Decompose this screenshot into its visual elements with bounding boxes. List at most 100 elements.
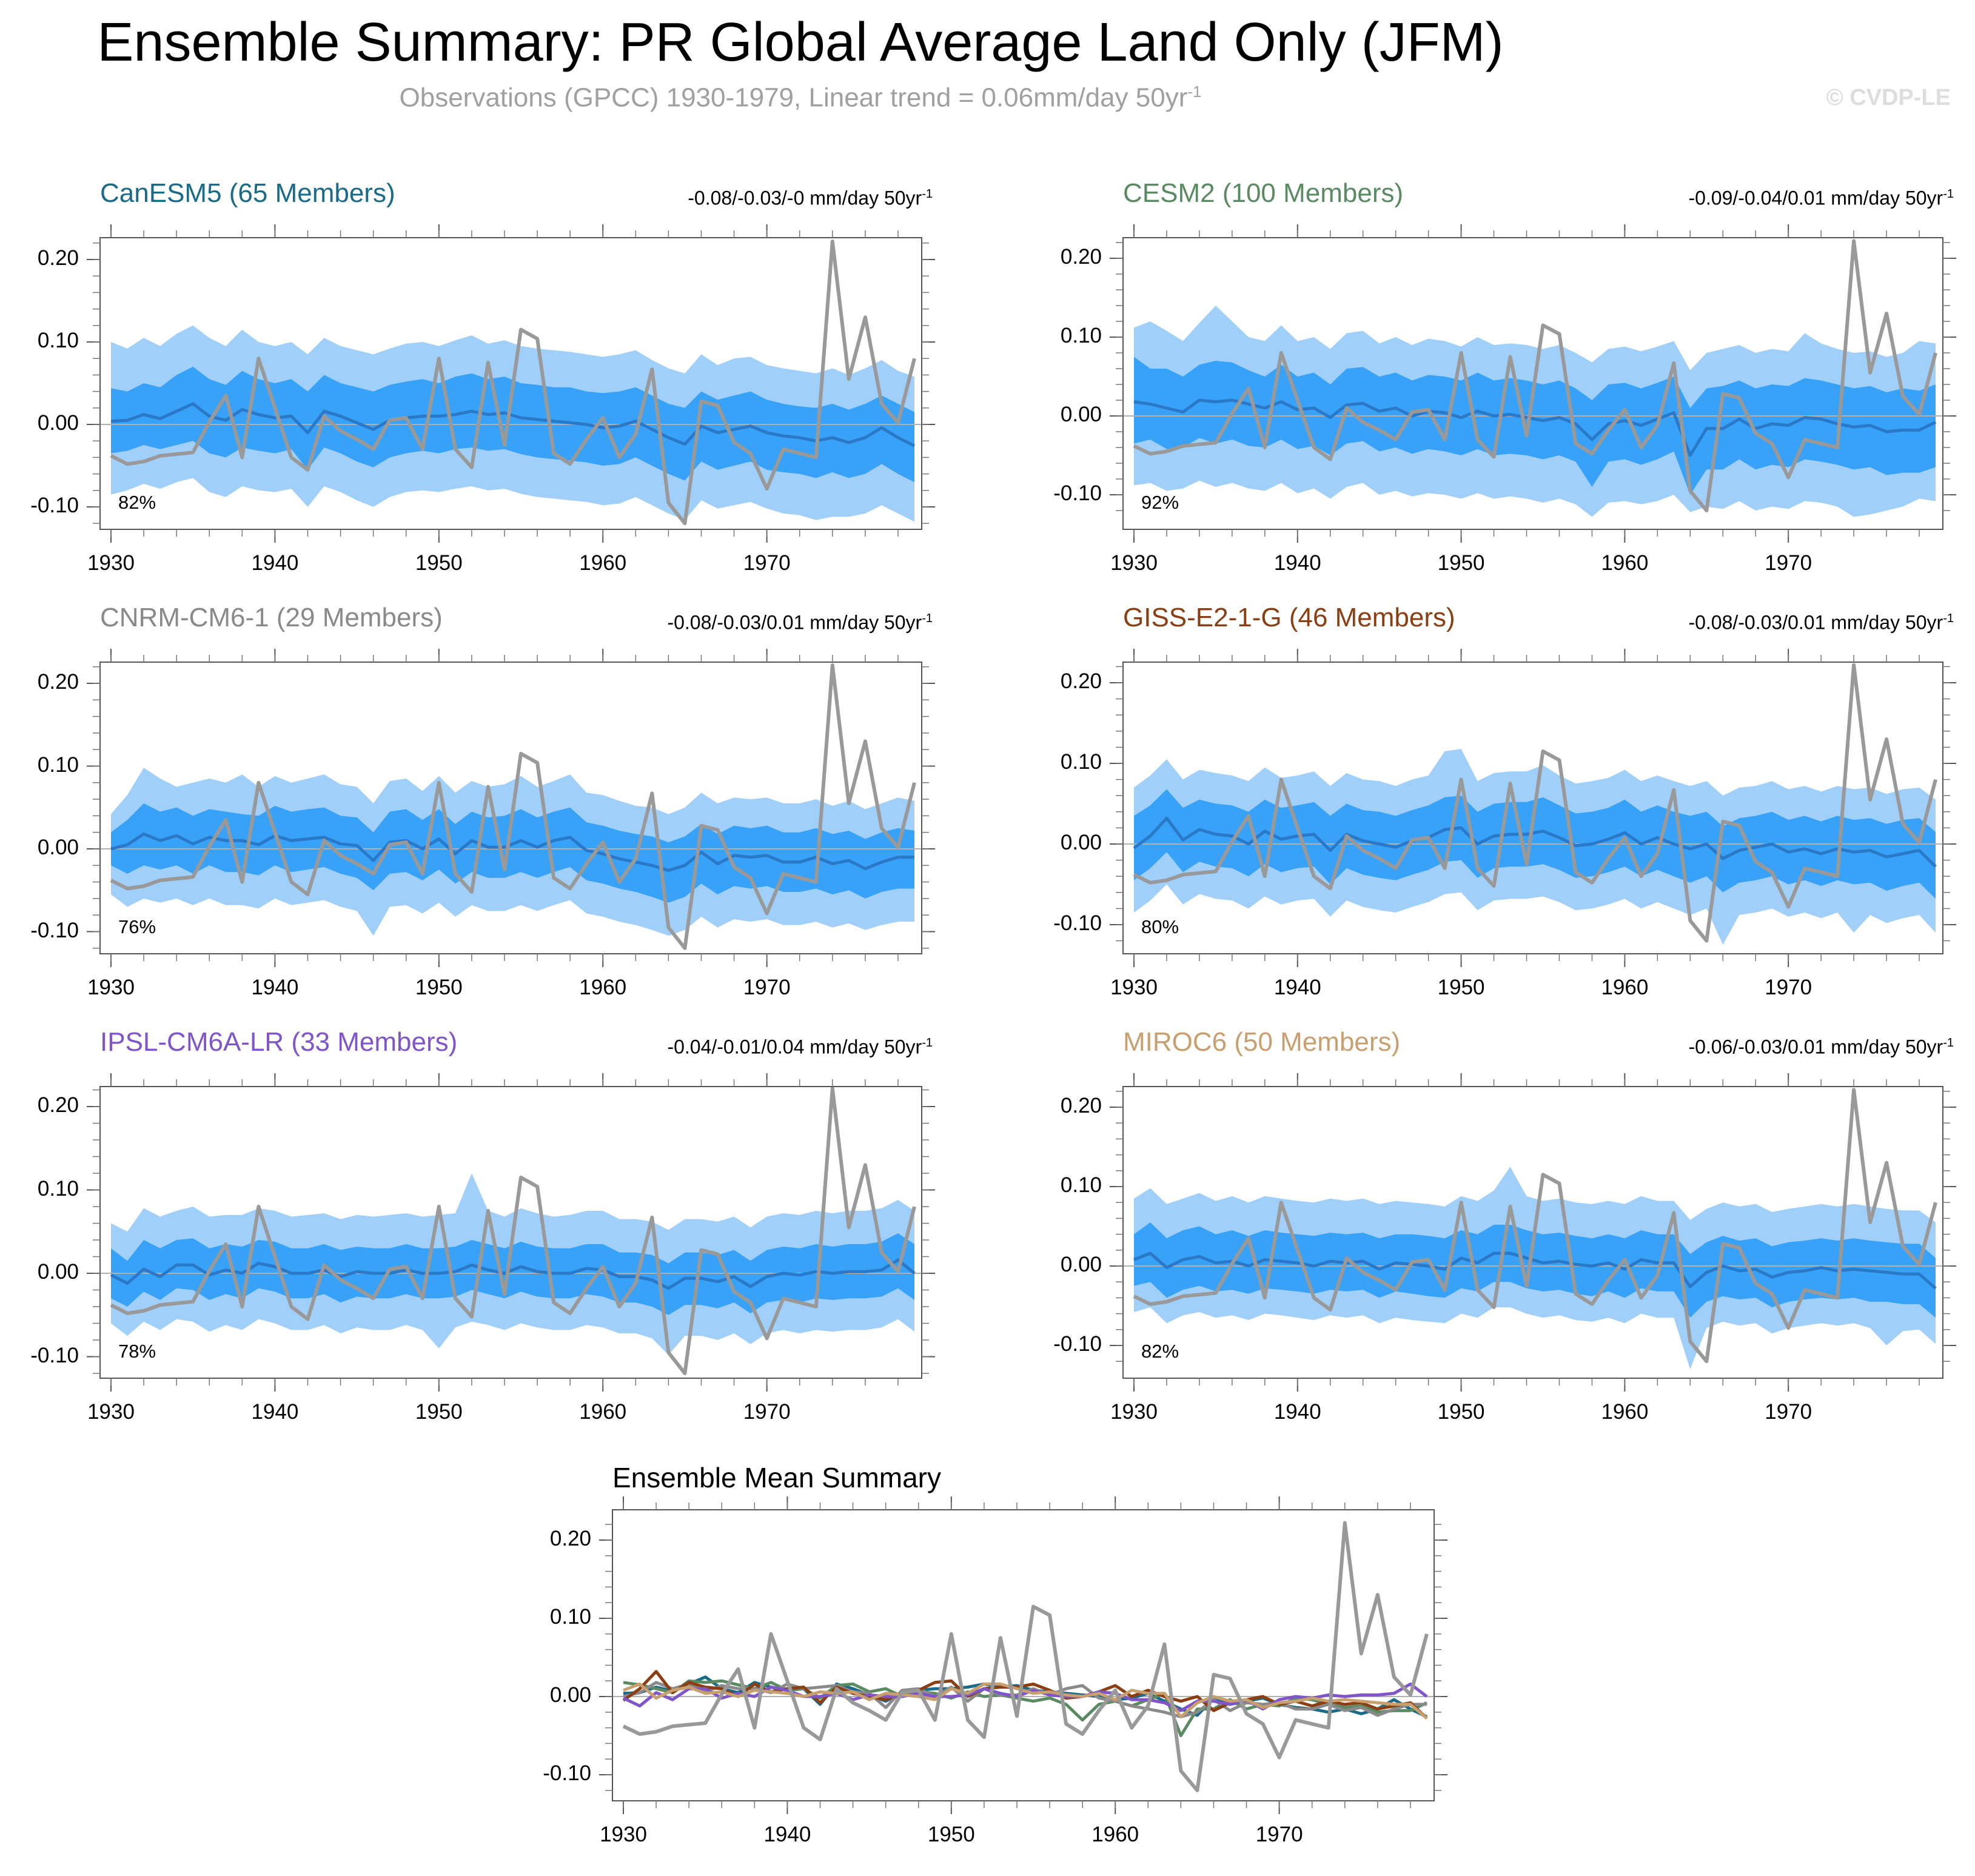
xtick-label: 1970 [743,976,791,999]
observations-line [110,240,916,526]
xtick-label: 1960 [1601,1400,1649,1424]
ytick-label: 0.10 [1060,324,1102,347]
xtick-label: 1970 [743,551,791,575]
ytick-label: 0.00 [1060,1253,1102,1276]
xtick-label: 1940 [1273,551,1321,575]
trend-range-superscript: -1 [1943,612,1954,625]
ytick-label: -0.10 [30,494,79,517]
trend-range-superscript: -1 [1943,1036,1954,1050]
percent-label: 92% [1141,492,1179,513]
ytick-label: -0.10 [543,1761,591,1785]
xtick-label: 1960 [579,1400,627,1424]
mean-series-6 [623,1682,1428,1720]
ytick-label: 0.20 [1060,245,1102,269]
ytick-label: 0.00 [1060,831,1102,854]
observations-line [622,1521,1429,1792]
mean-summary-title: Ensemble Mean Summary [612,1462,941,1493]
ytick-label: 0.10 [37,329,79,352]
observations-line [1133,1088,1937,1364]
inner-spread-band [111,803,914,903]
panel-4 [1110,649,1956,967]
ytick-label: 0.20 [1060,1094,1102,1117]
xtick-label: 1950 [415,551,463,575]
xtick-label: 1940 [1273,1400,1321,1424]
percent-label: 82% [118,492,156,513]
xtick-label: 1930 [600,1823,647,1846]
ytick-label: -0.10 [30,1343,79,1367]
panel-title: GISS-E2-1-G (46 Members) [1123,603,1455,632]
xtick-label: 1970 [743,1400,791,1424]
xtick-label: 1950 [415,1400,463,1424]
page-subtitle: Observations (GPCC) 1930-1979, Linear tr… [0,82,1601,113]
xtick-label: 1960 [1601,551,1649,575]
ytick-label: -0.10 [1053,911,1102,935]
xtick-label: 1930 [1110,1400,1158,1424]
trend-range-text: -0.09/-0.04/0.01 mm/day 50yr [1688,187,1943,209]
panel-7 [599,1496,1447,1814]
subtitle-text: Observations (GPCC) 1930-1979, Linear tr… [399,82,1188,113]
xtick-label: 1960 [1091,1823,1139,1846]
ytick-label: -0.10 [1053,1332,1102,1356]
observations-line [1133,239,1937,512]
xtick-label: 1950 [415,976,463,999]
ensemble-mean-line [110,402,916,447]
xtick-label: 1930 [1110,976,1158,999]
trend-range-text: -0.04/-0.01/0.04 mm/day 50yr [667,1036,922,1058]
trend-range-label: -0.09/-0.04/0.01 mm/day 50yr-1 [1688,182,1954,210]
observations-line [110,663,916,950]
panel-5 [87,1073,935,1392]
xtick-label: 1940 [251,551,299,575]
ensemble-mean-line [1133,816,1937,868]
xtick-label: 1960 [579,976,627,999]
ytick-label: 0.00 [1060,403,1102,426]
inner-spread-band [1134,357,1936,495]
ensemble-mean-line [110,832,914,872]
page-title: Ensemble Summary: PR Global Average Land… [97,12,1504,73]
ytick-label: 0.00 [37,836,79,859]
xtick-label: 1950 [1437,976,1485,999]
ytick-label: 0.00 [549,1683,591,1707]
panel-1 [87,224,935,543]
xtick-label: 1930 [87,551,135,575]
panel-title: IPSL-CM6A-LR (33 Members) [100,1027,458,1057]
ytick-label: -0.10 [1053,481,1102,505]
plot-frame [99,662,922,954]
panel-title: MIROC6 (50 Members) [1123,1027,1401,1057]
xtick-label: 1970 [1765,976,1812,999]
panel-3 [87,649,935,967]
xtick-label: 1960 [1601,976,1649,999]
xtick-label: 1950 [1437,1400,1485,1424]
plot-frame [1122,1086,1943,1379]
trend-range-superscript: -1 [922,187,933,201]
percent-label: 82% [1141,1341,1179,1362]
xtick-label: 1960 [579,551,627,575]
percent-label: 80% [1141,916,1179,937]
plot-frame [612,1509,1435,1801]
trend-range-label: -0.08/-0.03/0.01 mm/day 50yr-1 [1688,606,1954,635]
observations-line [110,1086,916,1375]
xtick-label: 1950 [1437,551,1485,575]
inner-spread-band [111,1233,914,1315]
xtick-label: 1950 [927,1823,975,1846]
xtick-label: 1940 [1273,976,1321,999]
trend-range-label: -0.08/-0.03/0.01 mm/day 50yr-1 [667,606,933,635]
plot-frame [99,1086,922,1379]
panel-6 [1110,1073,1956,1392]
trend-range-label: -0.08/-0.03/-0 mm/day 50yr-1 [688,182,933,210]
ytick-label: 0.10 [549,1605,591,1629]
plot-frame [1122,662,1943,954]
xtick-label: 1970 [1765,551,1812,575]
plot-frame [99,237,922,530]
ytick-label: 0.10 [1060,1173,1102,1197]
ytick-label: -0.10 [30,918,79,942]
subtitle-superscript: -1 [1187,82,1202,101]
percent-label: 78% [118,1341,156,1362]
panel-title: CESM2 (100 Members) [1123,178,1404,208]
trend-range-superscript: -1 [1943,187,1954,201]
plot-frame [1122,237,1943,530]
panel-title: CNRM-CM6-1 (29 Members) [100,603,443,632]
ytick-label: 0.20 [37,670,79,694]
ytick-label: 0.00 [37,1260,79,1284]
ytick-label: 0.20 [37,246,79,270]
